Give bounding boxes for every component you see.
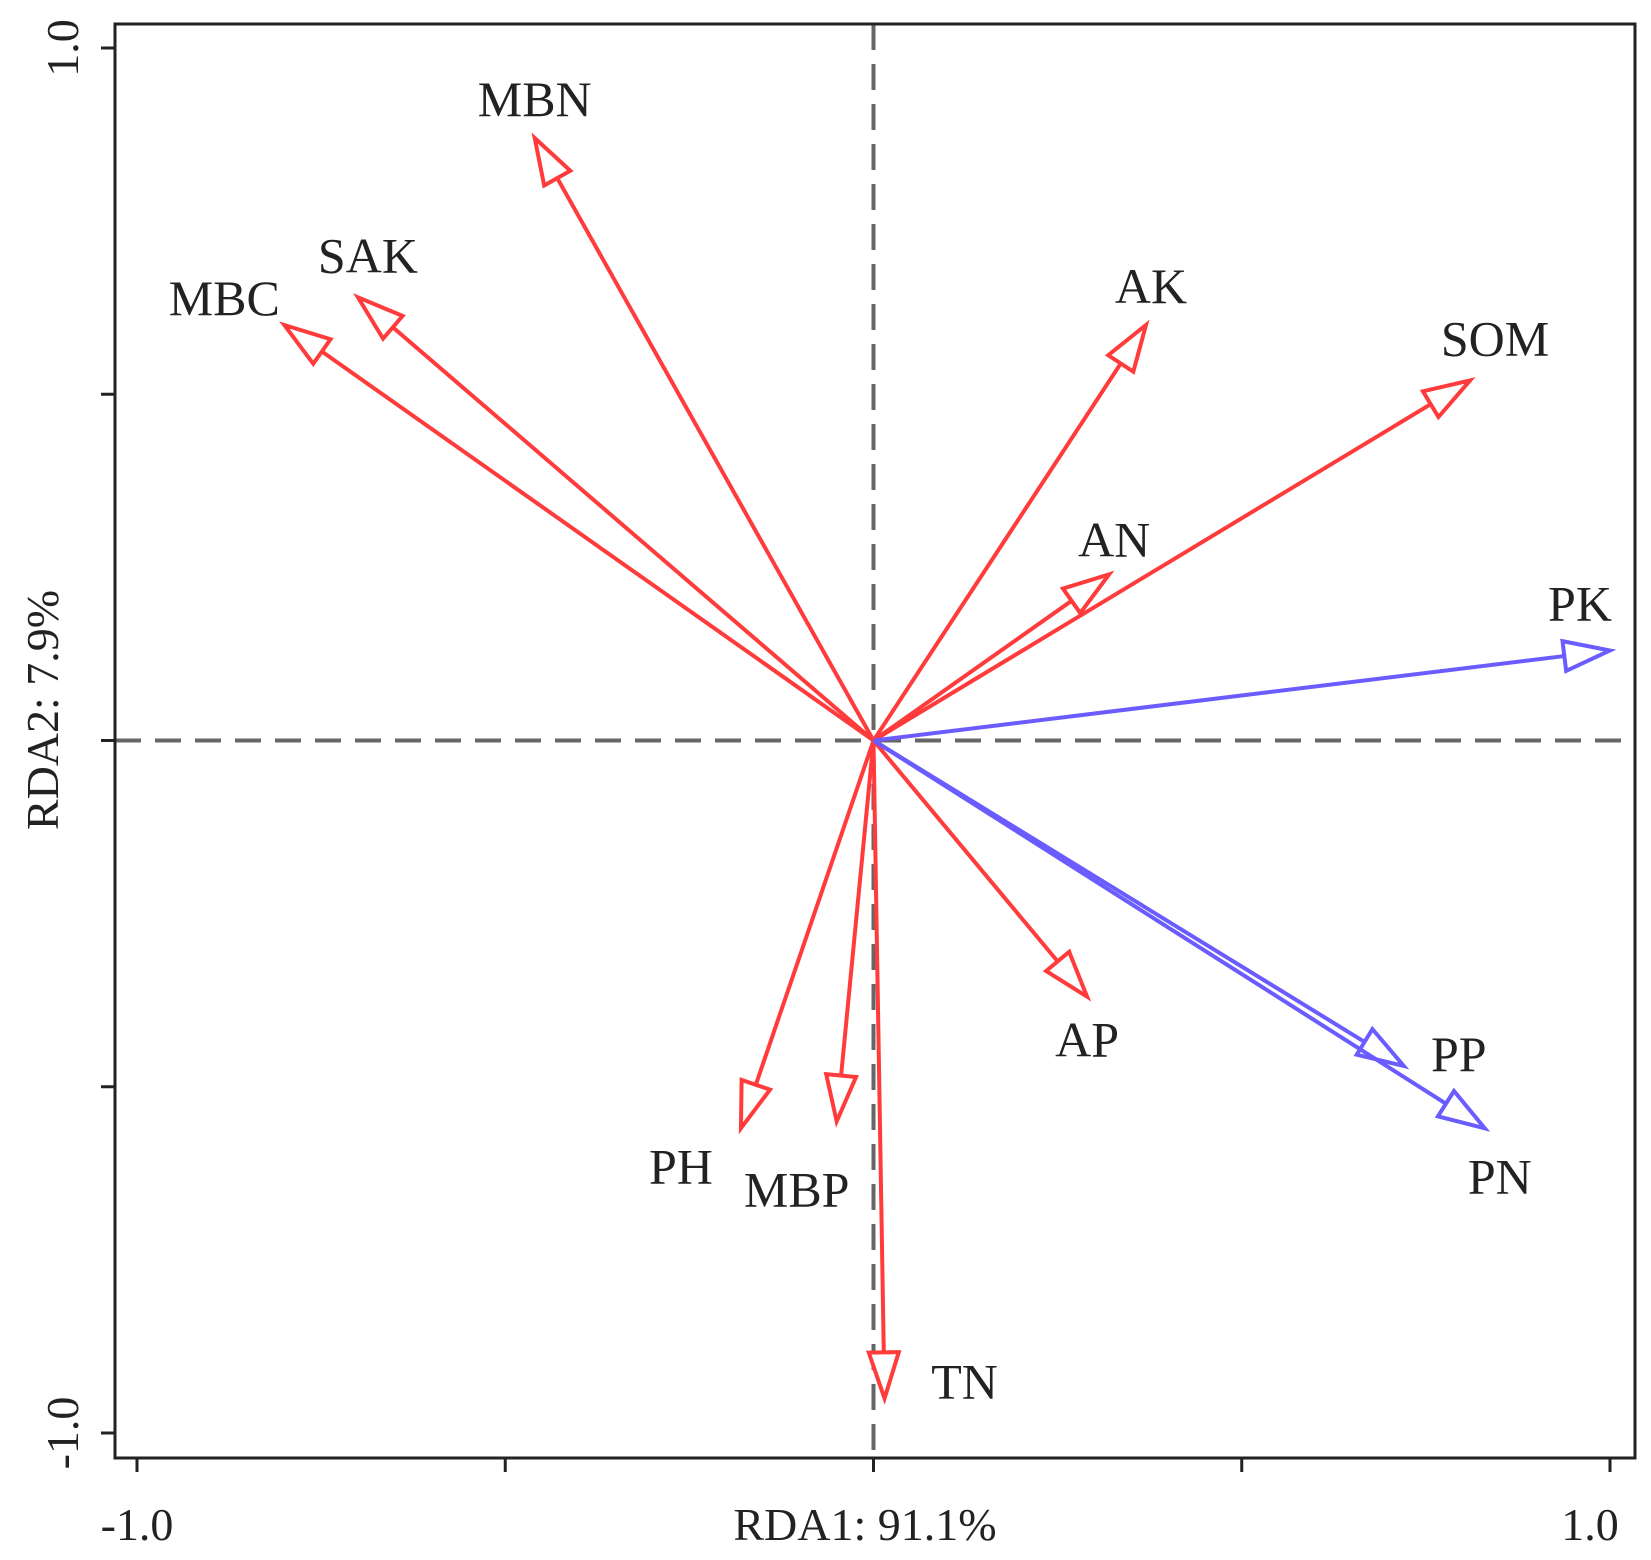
x-tick-label-4: 1.0 — [1561, 1499, 1619, 1550]
vector-layer — [279, 132, 1617, 1405]
vector-ak-shaft — [871, 362, 1123, 742]
vector-sak-arrowhead — [353, 293, 406, 343]
vector-ap-shaft — [871, 739, 1060, 963]
vector-sak-shaft — [391, 325, 875, 743]
y-tick-label-4: 1.0 — [37, 19, 88, 77]
vector-mbp-arrowhead — [823, 1071, 859, 1128]
vector-mbc-shaft — [320, 349, 875, 743]
vector-label-mbp: MBP — [744, 1161, 850, 1217]
vector-ph-arrowhead — [738, 1077, 774, 1135]
vector-label-pn: PN — [1468, 1148, 1532, 1204]
vector-pn-shaft — [872, 738, 1448, 1106]
vector-som-arrowhead — [1419, 377, 1476, 421]
vector-label-som: SOM — [1441, 310, 1549, 366]
vector-an-arrowhead — [1059, 570, 1115, 617]
vector-tn-arrowhead — [865, 1350, 902, 1405]
vector-ph-shaft — [753, 739, 876, 1086]
vector-label-pp: PP — [1431, 1026, 1487, 1082]
vector-label-layer: MBN MBC SAK AK SOM AN AP PH MBP TN PK PP PN — [169, 71, 1612, 1409]
vector-tn-shaft — [871, 740, 886, 1353]
axis-ticks — [101, 46, 1612, 1472]
vector-label-mbc: MBC — [169, 270, 280, 326]
vector-ap-arrowhead — [1042, 948, 1092, 1002]
vector-som-shaft — [872, 402, 1432, 743]
vector-an-shaft — [872, 599, 1073, 743]
vector-mbc-arrowhead — [279, 321, 334, 368]
vector-label-ap: AP — [1055, 1012, 1119, 1068]
vector-pk-shaft — [873, 654, 1565, 743]
x-axis-title: RDA1: 91.1% — [733, 1499, 996, 1550]
y-tick-label-0: -1.0 — [37, 1397, 88, 1470]
vector-label-ph: PH — [649, 1138, 713, 1194]
vector-pk-arrowhead — [1560, 638, 1617, 674]
vector-mbn-arrowhead — [531, 132, 574, 189]
vector-ak-arrowhead — [1104, 319, 1150, 375]
vector-label-mbn: MBN — [478, 71, 592, 127]
y-axis-title: RDA2: 7.9% — [17, 590, 68, 830]
vector-mbn-shaft — [555, 177, 876, 742]
vector-label-ak: AK — [1115, 258, 1187, 314]
vector-label-pk: PK — [1548, 575, 1612, 631]
vector-pn-arrowhead — [1434, 1087, 1491, 1132]
vector-mbp-shaft — [839, 740, 876, 1076]
axis-tick-labels: -1.0 1.0 -1.0 1.0 — [37, 19, 1619, 1550]
vector-label-an: AN — [1078, 511, 1150, 567]
vector-label-tn: TN — [931, 1353, 998, 1409]
vector-label-sak: SAK — [318, 227, 418, 283]
x-tick-label-0: -1.0 — [101, 1499, 174, 1550]
